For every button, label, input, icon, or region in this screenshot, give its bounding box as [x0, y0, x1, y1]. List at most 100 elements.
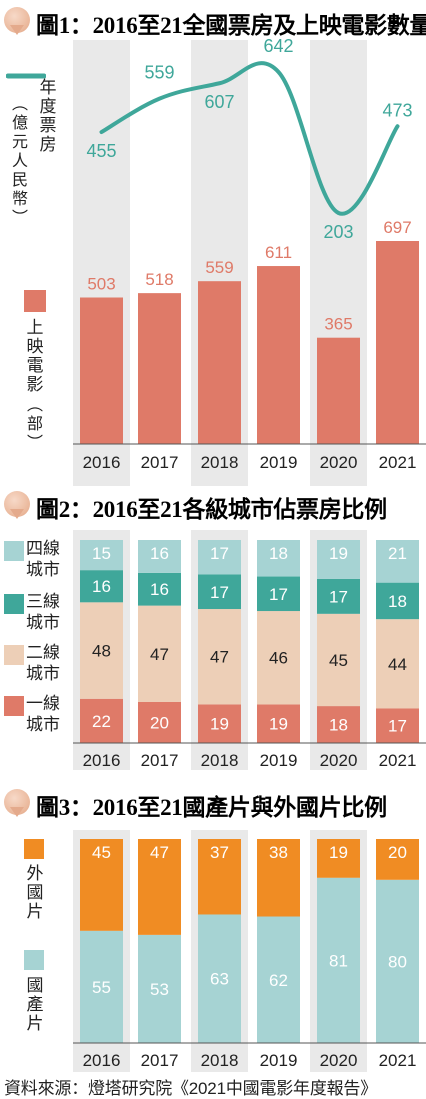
film-origin-label: 63 [210, 970, 229, 989]
city-tier-segment [198, 540, 241, 575]
film-origin-segment [257, 839, 300, 917]
film-origin-segment [138, 839, 181, 935]
city-tier-label: 17 [269, 585, 288, 604]
film-origin-segment [80, 839, 123, 931]
bar-legend-label: 上映電影 [26, 318, 44, 394]
city-tier-label: 17 [210, 544, 229, 563]
film-origin-segment [138, 934, 181, 1043]
film-origin-segment [317, 839, 360, 878]
x-tick-label: 2020 [320, 1051, 358, 1070]
film-origin-label: 37 [210, 843, 229, 862]
line-legend-unit: ︵ 億元人民幣 ︶ [11, 96, 28, 227]
film-origin-label: 20 [388, 843, 407, 862]
film-origin-label: 47 [150, 843, 169, 862]
city-tier-segment [257, 540, 300, 577]
x-tick-label: 2018 [201, 453, 239, 472]
box-office-label: 473 [382, 100, 412, 120]
box-office-line [99, 61, 400, 216]
city-tier-label: 19 [210, 715, 229, 734]
city-tier-segment [80, 570, 123, 603]
x-tick-label: 2017 [141, 453, 179, 472]
bar-films-2019 [257, 266, 300, 444]
city-tier-label: 18 [388, 592, 407, 611]
film-origin-label: 45 [92, 843, 111, 862]
city-tier-segment [80, 602, 123, 699]
city-tier-label: 20 [150, 713, 169, 732]
city-tier-segment [198, 609, 241, 705]
city-tier-label: 44 [388, 655, 407, 674]
film-origin-label: 19 [329, 843, 348, 862]
line-legend-label: 年度票房 [39, 78, 57, 154]
chart3-title: 圖3：2016至21國產片與外國片比例 [36, 795, 387, 820]
x-tick-label: 2021 [379, 453, 417, 472]
city-tier-label: 48 [92, 642, 111, 661]
city-tier-segment [317, 613, 360, 707]
film-origin-label: 55 [92, 978, 111, 997]
chart1-title: 圖1：2016至21全國票房及上映電影數量 [36, 13, 426, 38]
x-tick-label: 2017 [141, 1051, 179, 1070]
section-bullet-icon [4, 789, 30, 817]
city-tier-label: 21 [388, 544, 407, 563]
city-tier-label: 22 [92, 712, 111, 731]
legend-tier1-swatch-icon [4, 696, 24, 716]
film-origin-segment [376, 879, 419, 1043]
city-tier-label: 19 [269, 715, 288, 734]
legend-foreign-label: 外國片 [26, 864, 44, 921]
legend-tier3-label: 三線 城市 [26, 592, 60, 632]
city-tier-label: 17 [388, 717, 407, 736]
x-tick-label: 2017 [141, 751, 179, 770]
city-tier-segment [80, 540, 123, 571]
section-bullet-icon [4, 491, 30, 519]
x-tick-label: 2016 [83, 1051, 121, 1070]
city-tier-label: 18 [269, 544, 288, 563]
bar-films-2021 [376, 241, 419, 444]
box-office-label: 203 [323, 222, 353, 242]
chart2-title: 圖2：2016至21各級城市佔票房比例 [36, 497, 387, 522]
film-origin-segment [198, 839, 241, 915]
box-office-label: 607 [204, 92, 234, 112]
bar-films-label: 559 [205, 258, 233, 277]
city-tier-segment [138, 540, 181, 573]
city-tier-segment [257, 576, 300, 612]
city-tier-segment [138, 701, 181, 743]
city-tier-segment [317, 706, 360, 743]
city-tier-segment [198, 704, 241, 743]
film-origin-segment [198, 914, 241, 1043]
source-note: 資料來源：燈塔研究院《2021中國電影年度報告》 [4, 1079, 378, 1098]
legend-domestic-swatch-icon [24, 950, 44, 970]
city-tier-segment [376, 708, 419, 743]
x-tick-label: 2018 [201, 751, 239, 770]
x-tick-label: 2016 [83, 453, 121, 472]
city-tier-label: 47 [150, 645, 169, 664]
city-tier-label: 17 [210, 583, 229, 602]
city-tier-segment [198, 574, 241, 610]
city-tier-label: 16 [92, 577, 111, 596]
legend-tier3-swatch-icon [4, 594, 24, 614]
city-tier-segment [317, 540, 360, 579]
city-tier-label: 16 [150, 544, 169, 563]
bar-films-2016 [80, 297, 123, 444]
film-origin-label: 38 [269, 843, 288, 862]
city-tier-segment [257, 611, 300, 705]
city-tier-segment [138, 605, 181, 702]
film-origin-segment [80, 930, 123, 1043]
film-origin-segment [257, 916, 300, 1043]
legend-tier4-label: 四線 城市 [26, 539, 60, 579]
city-tier-label: 47 [210, 648, 229, 667]
city-tier-segment [80, 698, 123, 743]
city-tier-segment [257, 704, 300, 743]
city-tier-label: 15 [92, 544, 111, 563]
city-tier-segment [376, 540, 419, 583]
film-origin-segment [317, 877, 360, 1043]
film-origin-label: 81 [329, 951, 348, 970]
box-office-label: 455 [86, 141, 116, 161]
x-tick-label: 2019 [260, 1051, 298, 1070]
bar-films-label: 365 [324, 315, 352, 334]
bar-legend-unit: ︵ 部 ︶ [26, 397, 43, 452]
x-tick-label: 2021 [379, 751, 417, 770]
city-tier-segment [376, 619, 419, 709]
line-legend-swatch-icon [6, 73, 46, 79]
bar-films-label: 503 [87, 275, 115, 294]
box-office-label: 642 [263, 36, 293, 56]
x-tick-label: 2020 [320, 453, 358, 472]
